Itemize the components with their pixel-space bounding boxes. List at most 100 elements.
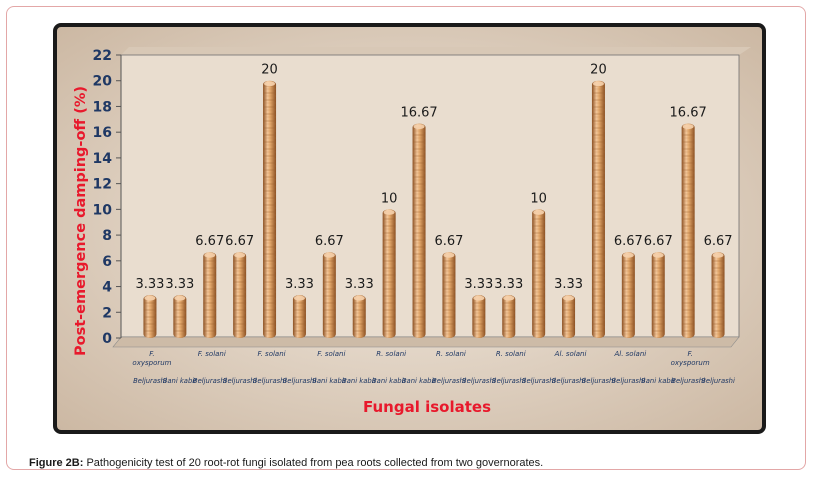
species-label: Al. solani xyxy=(613,350,646,358)
value-label: 10 xyxy=(530,191,547,206)
bar-cap xyxy=(533,209,545,215)
y-tick-label: 2 xyxy=(102,305,112,321)
location-label: Beljurashi xyxy=(701,377,735,385)
bar-1 xyxy=(143,295,157,338)
bar-cap xyxy=(234,252,246,258)
location-label: Beljurashi xyxy=(283,377,317,385)
value-label: 16.67 xyxy=(400,106,437,121)
bar-texture xyxy=(143,295,157,338)
value-label: 6.67 xyxy=(644,234,673,249)
y-axis-title: Post-emergence damping-off (%) xyxy=(73,86,89,356)
plot-area xyxy=(120,54,740,338)
bar-17 xyxy=(621,252,635,338)
bar-5 xyxy=(263,80,277,339)
bar-texture xyxy=(352,295,366,338)
species-label: Al. solani xyxy=(554,350,587,358)
y-tick-label: 14 xyxy=(93,151,113,167)
bar-19 xyxy=(681,123,695,339)
value-label: 6.67 xyxy=(614,234,643,249)
bar-9 xyxy=(382,209,396,338)
value-labels-group: 3.33 3.336.67 6.67203.336.673.331016.676.6… xyxy=(135,63,732,292)
bar-15 xyxy=(562,295,576,338)
chart-container: 0 2 4 6 8 10 12 14 16 18 20 22 3.33 3.33 6.67 6.67 20 3.… xyxy=(51,21,768,436)
value-label: 6.67 xyxy=(195,234,224,249)
species-label: F. solani xyxy=(257,350,285,358)
bar-texture xyxy=(621,252,635,338)
location-label: Bani kabir xyxy=(163,377,198,385)
bar-cap xyxy=(652,252,664,258)
value-label: 6.67 xyxy=(225,234,254,249)
bar-18 xyxy=(651,252,665,338)
bar-cap xyxy=(443,252,455,258)
species-label: oxysporum xyxy=(132,359,171,367)
bar-texture xyxy=(472,295,486,338)
value-label: 3.33 xyxy=(464,277,493,292)
species-label: oxysporum xyxy=(671,359,710,367)
plot-floor xyxy=(112,336,740,348)
caption-text: Pathogenicity test of 20 root-rot fungi … xyxy=(83,457,544,469)
location-label: Beljurashi xyxy=(671,377,705,385)
bar-cap xyxy=(383,209,395,215)
bar-cap xyxy=(293,295,305,301)
bar-cap xyxy=(353,295,365,301)
location-label: Beljurashi xyxy=(462,377,496,385)
y-tick-label: 10 xyxy=(93,202,113,218)
bars-group xyxy=(143,80,725,339)
bar-texture xyxy=(681,123,695,339)
location-label: Bani kabir xyxy=(342,377,377,385)
figure-frame: 0 2 4 6 8 10 12 14 16 18 20 22 3.33 3.33 6.67 6.67 20 3.… xyxy=(6,6,806,470)
value-label: 20 xyxy=(261,63,278,78)
bar-texture xyxy=(173,295,187,338)
bar-cap xyxy=(204,252,216,258)
bar-texture xyxy=(412,123,426,339)
bar-texture xyxy=(502,295,516,338)
species-label: R. solani xyxy=(436,350,466,358)
bar-cap xyxy=(503,295,515,301)
bar-2 xyxy=(173,295,187,338)
y-tick-label: 8 xyxy=(102,228,112,244)
bar-cap xyxy=(323,252,335,258)
value-label: 3.33 xyxy=(554,277,583,292)
bar-12 xyxy=(472,295,486,338)
bar-11 xyxy=(442,252,456,338)
location-label: Bani kabir xyxy=(402,377,437,385)
bar-cap xyxy=(563,295,575,301)
bar-cap xyxy=(682,124,694,130)
value-label: 3.33 xyxy=(165,277,194,292)
y-axis: 0 2 4 6 8 10 12 14 16 18 20 22 xyxy=(93,48,121,347)
species-label: F. solani xyxy=(198,350,226,358)
species-label: R. solani xyxy=(376,350,406,358)
y-tick-label: 18 xyxy=(93,99,112,115)
plot-back-wall xyxy=(121,47,751,55)
bar-texture xyxy=(322,252,336,338)
bar-8 xyxy=(352,295,366,338)
species-label: F. solani xyxy=(317,350,345,358)
location-label: Beljurashi xyxy=(522,377,556,385)
location-label: Beljurashi xyxy=(133,377,167,385)
bar-texture xyxy=(442,252,456,338)
species-label: R. solani xyxy=(496,350,526,358)
species-label: F. xyxy=(149,350,154,358)
bar-texture xyxy=(382,209,396,338)
location-label: Beljurashi xyxy=(582,377,616,385)
value-label: 3.33 xyxy=(285,277,314,292)
figure-caption: Figure 2B: Pathogenicity test of 20 root… xyxy=(29,457,543,469)
value-label: 6.67 xyxy=(434,234,463,249)
value-label: 6.67 xyxy=(704,234,733,249)
bar-texture xyxy=(203,252,217,338)
bar-texture xyxy=(591,80,605,339)
bar-texture xyxy=(651,252,665,338)
location-label: Beljurashi xyxy=(432,377,466,385)
bar-4 xyxy=(233,252,247,338)
bar-cap xyxy=(712,252,724,258)
y-tick-label: 20 xyxy=(93,74,113,90)
bar-3 xyxy=(203,252,217,338)
bar-6 xyxy=(292,295,306,338)
caption-label: Figure 2B: xyxy=(29,457,84,469)
location-label: Beljurashi xyxy=(612,377,646,385)
x-axis-title: Fungal isolates xyxy=(363,398,491,416)
bar-texture xyxy=(562,295,576,338)
